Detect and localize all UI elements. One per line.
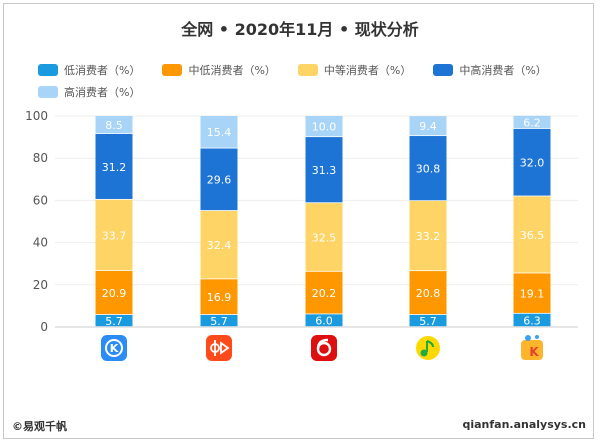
bar-segment <box>200 148 238 211</box>
bar-segment <box>95 116 133 134</box>
legend-item[interactable]: 低消费者（%） <box>38 62 140 78</box>
data-label: 19.1 <box>520 288 545 301</box>
bar-segment <box>305 314 343 327</box>
data-label: 30.8 <box>416 163 441 176</box>
data-label: 31.2 <box>102 161 127 174</box>
kugou-icon: K <box>101 335 127 361</box>
bar-segment <box>305 116 343 137</box>
data-label: 31.3 <box>312 164 337 177</box>
data-label: 33.7 <box>102 229 127 242</box>
bar-segment <box>409 116 447 136</box>
bar-segment <box>409 201 447 271</box>
bar-segment <box>95 199 133 271</box>
data-label: 5.7 <box>210 315 228 328</box>
bar-segment <box>513 115 551 129</box>
legend-label: 中低消费者（%） <box>188 64 276 77</box>
qq-music-icon <box>416 336 440 360</box>
bar-segment <box>95 133 133 199</box>
legend-item[interactable]: 中高消费者（%） <box>433 62 547 78</box>
bar-segment <box>409 136 447 201</box>
footer-copyright: ©易观千帆 <box>12 420 67 433</box>
data-label: 32.5 <box>312 231 337 244</box>
legend-swatch <box>38 64 58 76</box>
bar-segment <box>513 313 551 327</box>
data-label: 36.5 <box>520 229 545 242</box>
data-label: 5.7 <box>419 315 437 328</box>
data-label: 8.5 <box>105 119 123 132</box>
footer-url: qianfan.analysys.cn <box>462 418 586 431</box>
legend-swatch <box>433 64 454 76</box>
data-label: 6.0 <box>315 315 333 328</box>
netease-cloud-music-icon <box>311 335 337 361</box>
bar-segment <box>513 196 551 273</box>
svg-text:K: K <box>110 342 119 355</box>
legend-label: 低消费者（%） <box>64 64 141 77</box>
data-label: 10.0 <box>312 121 337 134</box>
bar-segment <box>200 210 238 279</box>
data-label: 15.4 <box>207 126 232 139</box>
legend: 低消费者（%） 中低消费者（%） 中等消费者（%） 中高消费者（%） 高消费者（%） <box>38 62 578 100</box>
legend-item[interactable]: 中等消费者（%） <box>297 62 412 78</box>
data-label: 6.3 <box>523 314 541 327</box>
legend-label: 高消费者（%） <box>64 86 141 99</box>
legend-item[interactable]: 中低消费者（%） <box>162 62 276 78</box>
data-label: 6.2 <box>523 116 541 129</box>
bar-segment <box>305 203 343 271</box>
y-tick-label: 0 <box>40 320 48 334</box>
bar-segment <box>305 271 343 314</box>
data-label: 20.9 <box>102 287 127 300</box>
legend-swatch <box>162 64 183 76</box>
data-label: 20.8 <box>416 287 441 300</box>
legend-label: 中高消费者（%） <box>459 64 547 77</box>
bar-segment <box>409 271 447 315</box>
kuaiyin-icon <box>206 335 232 361</box>
svg-text:K: K <box>529 345 539 359</box>
legend-item[interactable]: 高消费者（%） <box>38 84 140 100</box>
y-tick-label: 100 <box>25 109 48 123</box>
bar-segment <box>513 273 551 313</box>
chart-title: 全网 • 2020年11月 • 现状分析 <box>181 20 419 39</box>
y-tick-label: 40 <box>33 236 48 250</box>
kuwo-icon: K <box>521 335 543 360</box>
y-tick-label: 60 <box>33 193 48 207</box>
legend-swatch <box>297 64 318 76</box>
bar-segment <box>200 116 238 148</box>
legend-swatch <box>38 86 58 98</box>
chart-frame <box>3 3 594 439</box>
legend-label: 中等消费者（%） <box>323 64 412 77</box>
data-label: 29.6 <box>207 174 232 187</box>
bar-segment <box>95 270 133 315</box>
data-label: 32.0 <box>520 157 545 170</box>
bar-segment <box>305 137 343 203</box>
data-label: 32.4 <box>207 239 232 252</box>
data-label: 33.2 <box>416 230 441 243</box>
data-label: 20.2 <box>312 287 337 300</box>
bar-segment <box>513 128 551 196</box>
bar-segment <box>409 314 447 327</box>
data-label: 9.4 <box>419 120 437 133</box>
bar-segment <box>200 279 238 315</box>
y-tick-label: 80 <box>33 151 48 165</box>
data-label: 5.7 <box>105 315 123 328</box>
data-label: 16.9 <box>207 291 232 304</box>
bar-segment <box>95 314 133 327</box>
bar-segment <box>200 314 238 327</box>
y-tick-label: 20 <box>33 278 48 292</box>
